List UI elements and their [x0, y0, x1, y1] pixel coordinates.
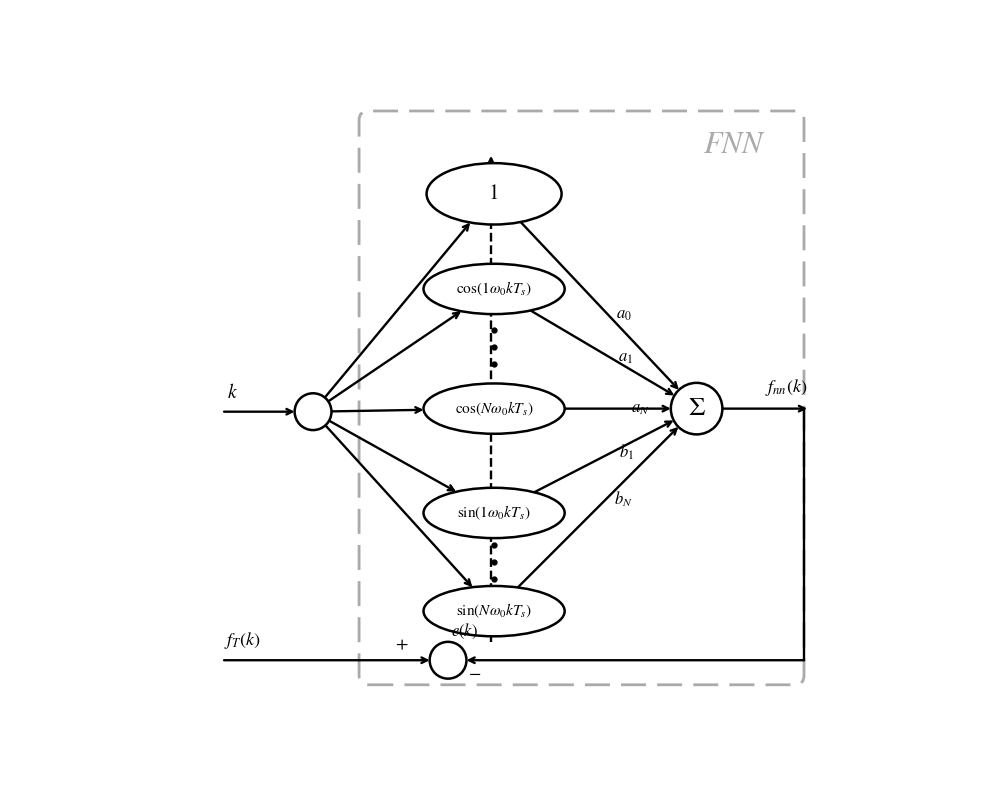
Text: $e(k)$: $e(k)$ — [451, 622, 478, 641]
Ellipse shape — [424, 383, 565, 434]
Text: $a_N$: $a_N$ — [631, 400, 650, 417]
Text: 1: 1 — [489, 184, 499, 204]
Text: $\sin(1\omega_0 kT_s)$: $\sin(1\omega_0 kT_s)$ — [457, 504, 531, 522]
Text: $-$: $-$ — [468, 665, 481, 681]
Text: $\cos(1\omega_0 kT_s)$: $\cos(1\omega_0 kT_s)$ — [456, 280, 532, 298]
Ellipse shape — [424, 586, 565, 636]
Text: $b_1$: $b_1$ — [619, 443, 634, 462]
Text: $f_T(k)$: $f_T(k)$ — [224, 630, 261, 651]
Text: $k$: $k$ — [227, 383, 238, 402]
Circle shape — [295, 393, 331, 430]
Ellipse shape — [427, 163, 562, 225]
Text: $\sin(N\omega_0 kT_s)$: $\sin(N\omega_0 kT_s)$ — [456, 602, 532, 620]
Circle shape — [671, 383, 722, 434]
Text: $b_N$: $b_N$ — [614, 489, 633, 508]
Ellipse shape — [424, 264, 565, 314]
Text: $f_{nn}(k)$: $f_{nn}(k)$ — [765, 377, 807, 398]
Circle shape — [430, 642, 466, 679]
Text: $a_0$: $a_0$ — [616, 306, 632, 323]
Ellipse shape — [424, 488, 565, 538]
Text: $\cos(N\omega_0 kT_s)$: $\cos(N\omega_0 kT_s)$ — [455, 399, 533, 418]
Text: $a_1$: $a_1$ — [618, 349, 633, 366]
Text: FNN: FNN — [704, 131, 763, 159]
Text: $+$: $+$ — [395, 637, 409, 653]
Text: $\Sigma$: $\Sigma$ — [688, 397, 705, 421]
